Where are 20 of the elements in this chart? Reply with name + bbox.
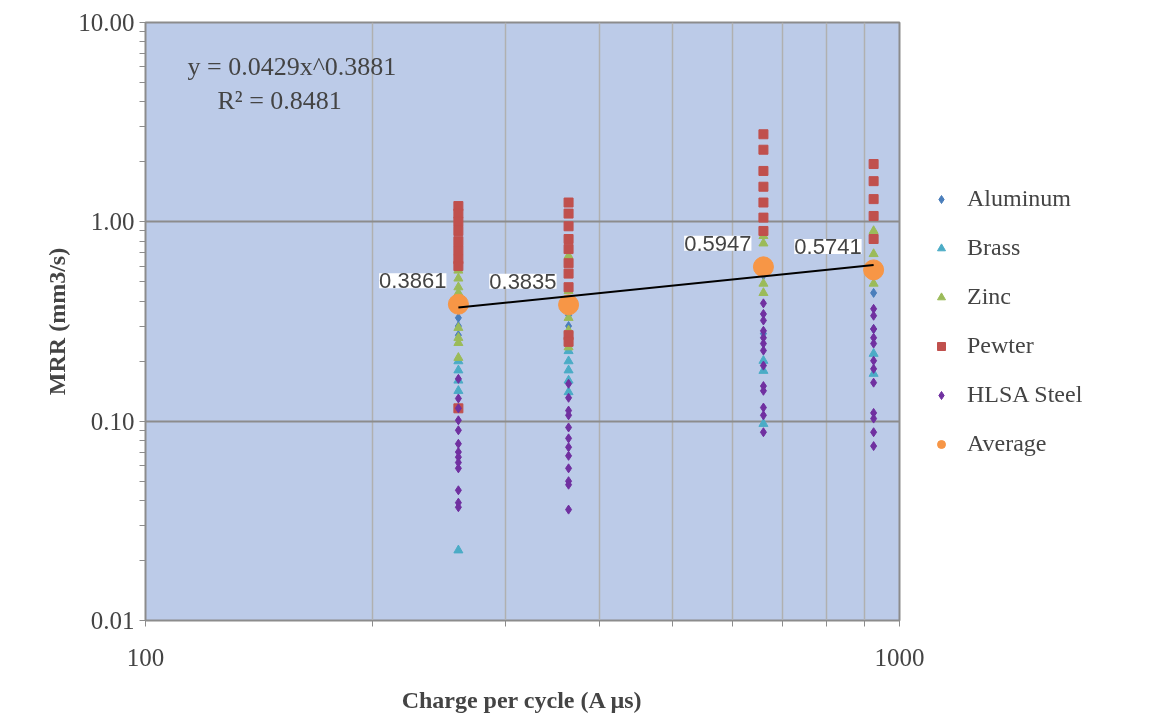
data-label: 0.5741 (794, 233, 862, 259)
legend-label: Zinc (967, 283, 1011, 310)
y-tick-label: 1.00 (90, 208, 135, 236)
legend-label: HLSA Steel (967, 381, 1083, 408)
y-tick-label: 0.01 (90, 607, 135, 634)
data-label: 0.3835 (489, 268, 557, 294)
data-label: 0.3861 (379, 268, 447, 294)
y-tick-label: 10.00 (78, 9, 135, 36)
legend-label: Aluminum (967, 185, 1072, 212)
legend-label: Average (967, 430, 1047, 457)
x-tick-label: 1000 (874, 643, 925, 671)
annotation: R² = 0.8481 (217, 85, 342, 115)
legend-label: Brass (967, 234, 1021, 261)
legend-label: Pewter (967, 332, 1034, 359)
y-tick-label: 0.10 (90, 407, 135, 435)
y-axis-title: MRR (mm3/s) (44, 247, 71, 396)
x-axis-title: Charge per cycle (A µs) (401, 686, 642, 713)
data-label: 0.5947 (684, 230, 752, 256)
annotation: y = 0.0429x^0.3881 (187, 51, 397, 81)
x-tick-label: 100 (126, 643, 165, 671)
